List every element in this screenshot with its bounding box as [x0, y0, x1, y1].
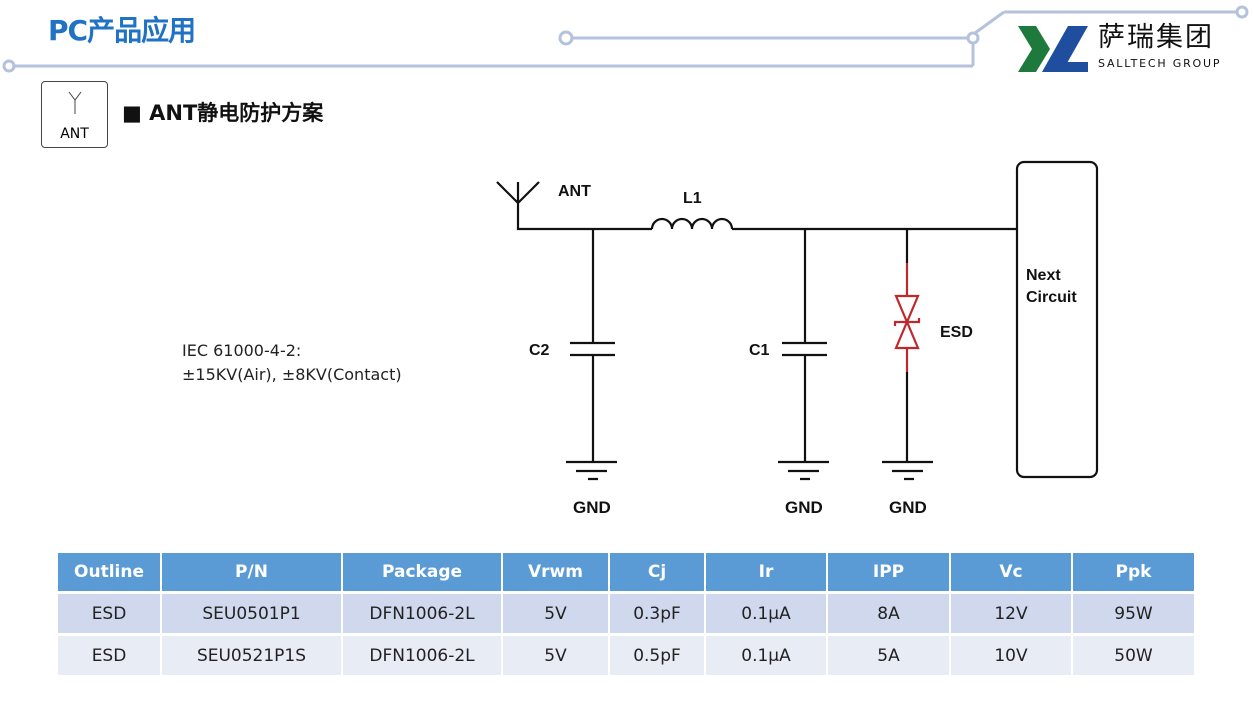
col-header: Ir [706, 553, 828, 591]
cell: 95W [1073, 591, 1196, 633]
capacitor-c2 [570, 229, 615, 462]
ant-icon-label: ANT [60, 126, 89, 142]
antenna-symbol [496, 181, 652, 231]
antenna-icon [68, 91, 82, 114]
col-header: Cj [610, 553, 706, 591]
ant-category-icon: ANT [41, 81, 108, 148]
product-table: Outline P/N Package Vrwm Cj Ir IPP Vc Pp… [58, 553, 1196, 675]
cell: 0.1μA [706, 633, 828, 675]
cell: SEU0501P1 [162, 591, 343, 633]
label-gnd-2: GND [785, 498, 823, 517]
cell: DFN1006-2L [343, 591, 503, 633]
col-header: P/N [162, 553, 343, 591]
capacitor-c1 [782, 229, 827, 462]
col-header: Vrwm [503, 553, 610, 591]
decor-lines [2, 5, 1249, 73]
section-title: ■ ANT静电防护方案 [122, 101, 324, 125]
cell: 50W [1073, 633, 1196, 675]
cell: 8A [828, 591, 951, 633]
cell: 0.3pF [610, 591, 706, 633]
ground-symbols [566, 460, 933, 481]
col-header: IPP [828, 553, 951, 591]
standard-line-1: IEC 61000-4-2: [182, 341, 302, 360]
cell: SEU0521P1S [162, 633, 343, 675]
section-title-text: ANT静电防护方案 [149, 101, 324, 125]
logo-text-en: SALLTECH GROUP [1098, 57, 1222, 70]
standard-line-2: ±15KV(Air), ±8KV(Contact) [182, 365, 402, 384]
label-circuit: Circuit [1026, 289, 1077, 306]
label-ant: ANT [558, 183, 591, 200]
cell: 0.5pF [610, 633, 706, 675]
col-header: Outline [58, 553, 162, 591]
label-c2: C2 [529, 342, 550, 359]
label-c1: C1 [749, 342, 770, 359]
esd-standard: IEC 61000-4-2: ±15KV(Air), ±8KV(Contact) [182, 339, 402, 387]
table-header-row: Outline P/N Package Vrwm Cj Ir IPP Vc Pp… [58, 553, 1196, 591]
table-row: ESD SEU0521P1S DFN1006-2L 5V 0.5pF 0.1μA… [58, 633, 1196, 675]
schematic: ANT L1 C2 C1 ESD GND GND GND Next Circui… [496, 160, 1099, 517]
cell: 0.1μA [706, 591, 828, 633]
label-next: Next [1026, 267, 1061, 284]
page-title: PC产品应用 [48, 14, 196, 47]
salltech-logo-icon [1018, 26, 1088, 72]
cell: 12V [951, 591, 1073, 633]
inductor-l1 [650, 217, 734, 230]
col-header: Package [343, 553, 503, 591]
cell: ESD [58, 591, 162, 633]
logo-text-cn: 萨瑞集团 [1098, 22, 1214, 53]
cell: 5V [503, 633, 610, 675]
label-gnd-1: GND [573, 498, 611, 517]
next-circuit-box [1015, 160, 1099, 479]
table-row: ESD SEU0501P1 DFN1006-2L 5V 0.3pF 0.1μA … [58, 591, 1196, 633]
col-header: Ppk [1073, 553, 1196, 591]
cell: 10V [951, 633, 1073, 675]
cell: 5A [828, 633, 951, 675]
label-gnd-3: GND [889, 498, 927, 517]
label-l1: L1 [683, 190, 702, 207]
esd-diode-symbol [893, 263, 921, 372]
label-esd: ESD [940, 324, 973, 341]
col-header: Vc [951, 553, 1073, 591]
cell: ESD [58, 633, 162, 675]
cell: 5V [503, 591, 610, 633]
cell: DFN1006-2L [343, 633, 503, 675]
